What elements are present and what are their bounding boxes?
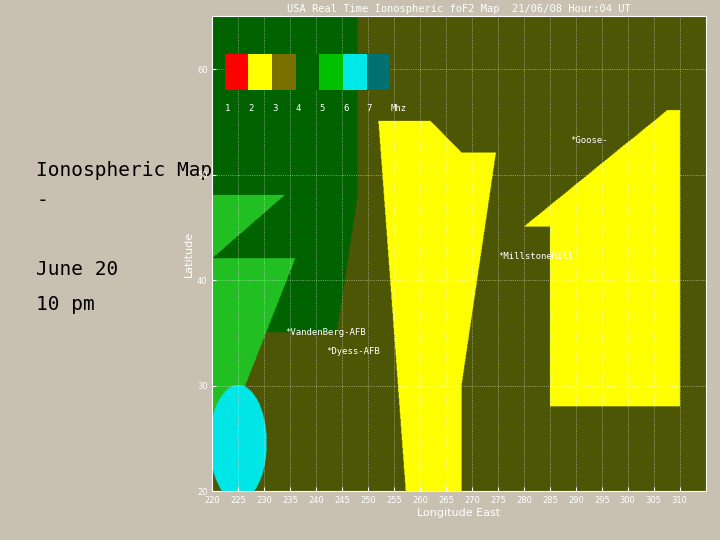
Text: June 20: June 20 — [36, 260, 119, 279]
Text: 6: 6 — [343, 104, 348, 113]
Text: *Goose-: *Goose- — [571, 136, 608, 145]
Bar — [272, 54, 296, 90]
Text: Ionospheric Map: Ionospheric Map — [36, 161, 212, 180]
Bar — [225, 54, 248, 90]
Text: 3: 3 — [272, 104, 277, 113]
Text: Mhz: Mhz — [390, 104, 407, 113]
Text: 2: 2 — [248, 104, 253, 113]
Bar — [320, 54, 343, 90]
Text: *VandenBerg-AFB: *VandenBerg-AFB — [285, 328, 366, 337]
Text: *MillstoneHill: *MillstoneHill — [498, 252, 573, 261]
Text: 10 pm: 10 pm — [36, 295, 95, 314]
Text: 4: 4 — [296, 104, 301, 113]
Bar — [343, 54, 366, 90]
Bar — [296, 54, 320, 90]
Text: 7: 7 — [366, 104, 372, 113]
Y-axis label: Latitude: Latitude — [184, 231, 194, 277]
X-axis label: Longitude East: Longitude East — [418, 508, 500, 518]
Text: 5: 5 — [320, 104, 325, 113]
Title: USA Real Time Ionospheric foF2 Map  21/06/08 Hour:04 UT: USA Real Time Ionospheric foF2 Map 21/06… — [287, 4, 631, 14]
Text: -: - — [36, 191, 48, 210]
Text: *Dyess-AFB: *Dyess-AFB — [327, 347, 380, 356]
Bar — [248, 54, 272, 90]
Bar — [366, 54, 390, 90]
Text: 1: 1 — [225, 104, 230, 113]
